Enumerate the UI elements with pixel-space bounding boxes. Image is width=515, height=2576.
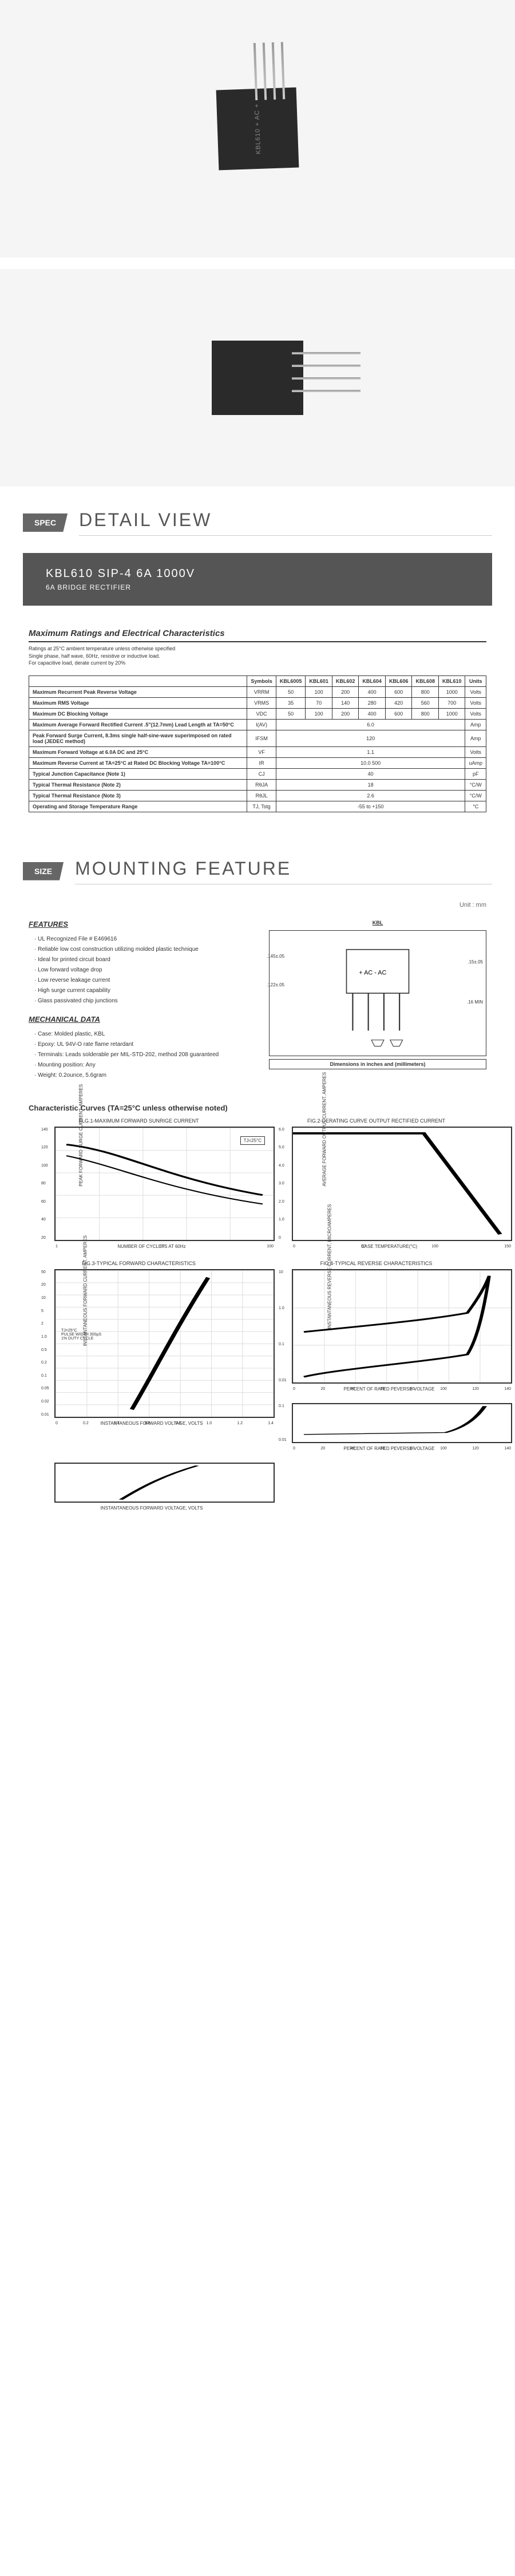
chart-fig2: FIG.2-DERATING CURVE OUTPUT RECTIFIED CU… bbox=[266, 1118, 486, 1249]
chart-fig3: FIG.3-TYPICAL FORWARD CHARACTERISTICS IN… bbox=[29, 1261, 249, 1451]
spec-section-header: SPEC DETAIL VIEW bbox=[0, 509, 515, 536]
features-heading: FEATURES bbox=[29, 920, 246, 929]
mechanical-heading: MECHANICAL DATA bbox=[29, 1015, 246, 1024]
spec-tag: SPEC bbox=[23, 513, 68, 532]
product-image-1: KBL610 + AC + bbox=[0, 0, 515, 258]
curves-title: Characteristic Curves (TA=25°C unless ot… bbox=[29, 1104, 486, 1112]
size-title: MOUNTING FEATURE bbox=[75, 858, 492, 884]
chip-side bbox=[212, 341, 303, 415]
banner-title: KBL610 SIP-4 6A 1000V bbox=[46, 567, 469, 580]
chart-fig1: FLG.1-MAXIMUM FORWARD SUNRIGE CURRENT PE… bbox=[29, 1118, 249, 1249]
ratings-note: Ratings at 25°C ambient temperature unle… bbox=[29, 645, 486, 667]
product-image-2 bbox=[0, 269, 515, 487]
dimension-diagram: KBL + AC - AC .145±.05 .122±.05 .15±.05 … bbox=[269, 920, 486, 1081]
ratings-table: SymbolsKBL6005KBL601KBL602KBL604KBL606KB… bbox=[29, 675, 486, 812]
chart-fig4: FIG.4-TYPICAL REVERSE CHARACTERISTICS IN… bbox=[266, 1261, 486, 1451]
svg-text:+ AC - AC: + AC - AC bbox=[359, 969, 386, 976]
features-list: UL Recognized File # E469616Reliable low… bbox=[29, 934, 246, 1006]
chip-label: KBL610 + AC + bbox=[253, 103, 262, 154]
banner-subtitle: 6A BRIDGE RECTIFIER bbox=[46, 583, 469, 591]
charts-section: Characteristic Curves (TA=25°C unless ot… bbox=[0, 1092, 515, 1534]
product-banner: KBL610 SIP-4 6A 1000V 6A BRIDGE RECTIFIE… bbox=[23, 553, 492, 606]
size-tag: SIZE bbox=[23, 862, 64, 880]
unit-label: Unit : mm bbox=[0, 902, 515, 908]
spec-title: DETAIL VIEW bbox=[79, 509, 492, 536]
features-block: FEATURES UL Recognized File # E469616Rel… bbox=[0, 908, 515, 1092]
chip-front: KBL610 + AC + bbox=[216, 88, 299, 171]
mechanical-list: Case: Molded plastic, KBLEpoxy: UL 94V-O… bbox=[29, 1029, 246, 1081]
size-section-header: SIZE MOUNTING FEATURE bbox=[0, 858, 515, 884]
ratings-section: Maximum Ratings and Electrical Character… bbox=[0, 617, 515, 824]
ratings-title: Maximum Ratings and Electrical Character… bbox=[29, 629, 486, 642]
